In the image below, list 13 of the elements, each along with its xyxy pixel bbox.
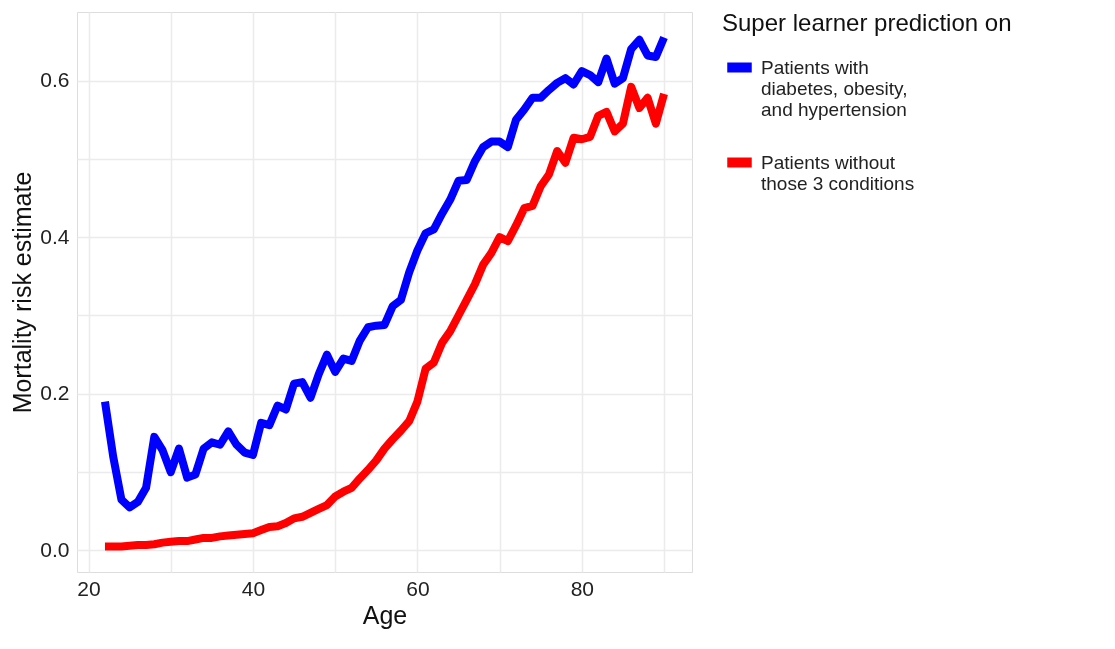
- x-tick-label: 20: [77, 576, 101, 600]
- y-axis-title: Mortality risk estimate: [8, 171, 37, 414]
- legend-title: Super learner prediction on: [722, 9, 1012, 36]
- y-tick-label: 0.0: [40, 537, 70, 561]
- x-tick-label: 60: [406, 576, 430, 600]
- legend-label: Patients with diabetes, obesity, and hypertension: [761, 56, 908, 120]
- y-tick-label: 0.4: [40, 224, 70, 248]
- x-tick-label: 80: [570, 576, 595, 600]
- x-tick-label: 40: [241, 576, 266, 600]
- x-axis-title: Age: [362, 600, 408, 629]
- y-tick-label: 0.2: [40, 381, 70, 405]
- y-tick-label: 0.6: [40, 68, 70, 92]
- legend-label: Patients without those 3 conditions: [761, 151, 915, 194]
